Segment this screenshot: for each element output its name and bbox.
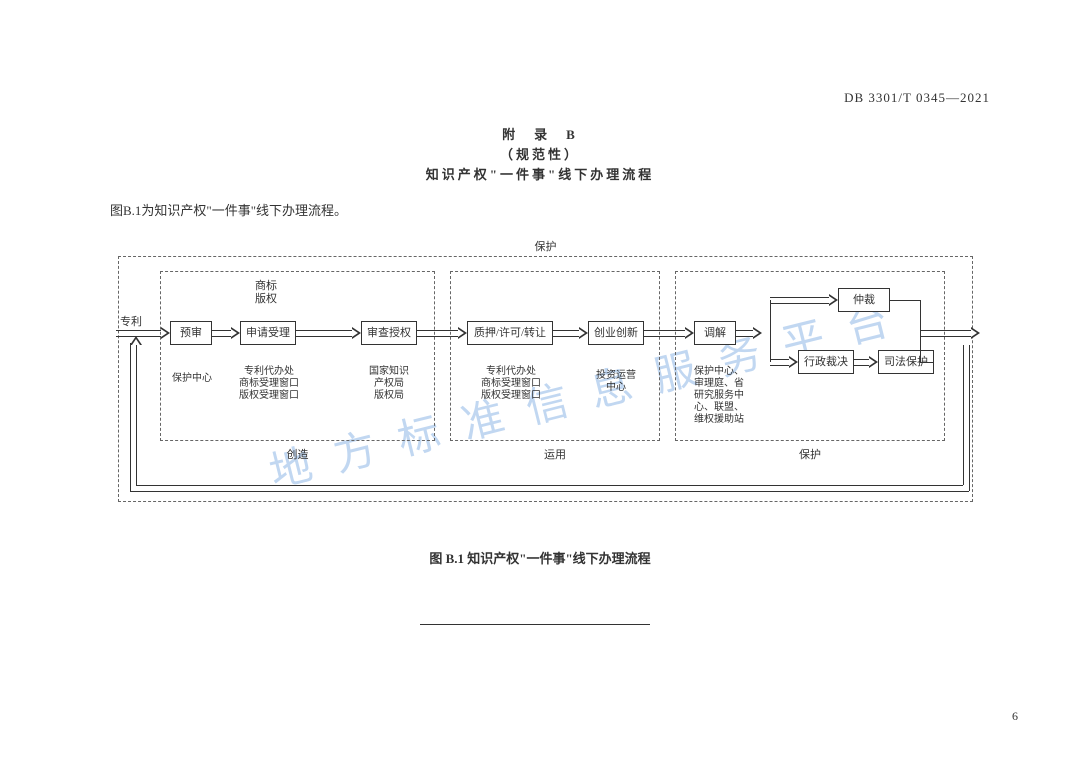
section-divider	[420, 624, 650, 625]
loop-down	[963, 345, 964, 485]
loop-up	[136, 343, 137, 485]
header-line-2: （规范性）	[0, 145, 1080, 165]
sub-innovate: 投资运营 中心	[580, 370, 652, 394]
merge-h1	[890, 300, 920, 301]
merge-j-h	[920, 362, 934, 363]
phase-create: 商标 版权 创造	[160, 271, 435, 441]
phase3-bottom-label: 保护	[676, 446, 944, 462]
sub-apply: 专利代办处 商标受理窗口 版权受理窗口	[226, 366, 312, 402]
left-label: 专利	[120, 313, 142, 329]
sub-authorize: 国家知识 产权局 版权局	[350, 366, 428, 402]
node-admin: 行政裁决	[798, 350, 854, 374]
header-line-3: 知识产权"一件事"线下办理流程	[0, 165, 1080, 185]
merge-out-h2	[920, 336, 938, 337]
phase1-bottom-label: 创造	[161, 446, 434, 462]
phase2-bottom-label: 运用	[451, 446, 659, 462]
node-arbitrate: 仲裁	[838, 288, 890, 312]
sub-mediate: 保护中心、 审理庭、省 研究服务中 心、联盟、 维权援助站	[684, 366, 754, 426]
merge-vline	[920, 300, 921, 362]
node-apply: 申请受理	[240, 321, 296, 345]
node-innovate: 创业创新	[588, 321, 644, 345]
flowchart: 保护 专利 商标 版权 创造 预审 申请受理 审查授权 保护中心 专利代办处 商…	[118, 238, 973, 516]
phase1-top-label: 商标 版权	[246, 280, 286, 306]
node-pledge: 质押/许可/转让	[467, 321, 553, 345]
node-mediate: 调解	[694, 321, 736, 345]
appendix-header: 附 录 B （规范性） 知识产权"一件事"线下办理流程	[0, 125, 1080, 185]
header-line-1: 附 录 B	[0, 125, 1080, 145]
outer-label: 保护	[118, 238, 973, 254]
node-preexam: 预审	[170, 321, 212, 345]
sub-pledge: 专利代办处 商标受理窗口 版权受理窗口	[468, 366, 554, 402]
node-authorize: 审查授权	[361, 321, 417, 345]
merge-out-h	[920, 330, 938, 331]
page-number: 6	[1012, 709, 1018, 724]
phase-operate: 运用	[450, 271, 660, 441]
loop-bottom	[136, 485, 963, 486]
loop-arrowhead	[130, 336, 142, 345]
document-code: DB 3301/T 0345—2021	[844, 90, 990, 106]
split-vline	[770, 300, 771, 362]
page: DB 3301/T 0345—2021 附 录 B （规范性） 知识产权"一件事…	[0, 0, 1080, 764]
figure-caption: 图 B.1 知识产权"一件事"线下办理流程	[0, 548, 1080, 567]
intro-text: 图B.1为知识产权"一件事"线下办理流程。	[110, 200, 347, 219]
sub-preexam: 保护中心	[162, 373, 222, 385]
